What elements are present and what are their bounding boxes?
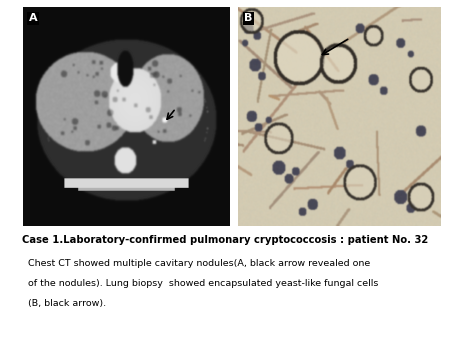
Text: of the nodules). Lung biopsy  showed encapsulated yeast-like fungal cells: of the nodules). Lung biopsy showed enca…: [22, 279, 379, 288]
Text: (B, black arrow).: (B, black arrow).: [22, 299, 107, 308]
Text: A: A: [29, 13, 37, 23]
Text: Chest CT showed multiple cavitary nodules(A, black arrow revealed one: Chest CT showed multiple cavitary nodule…: [22, 259, 371, 268]
Text: B: B: [244, 13, 253, 23]
Text: Case 1.Laboratory-confirmed pulmonary cryptococcosis : patient No. 32: Case 1.Laboratory-confirmed pulmonary cr…: [22, 235, 429, 245]
